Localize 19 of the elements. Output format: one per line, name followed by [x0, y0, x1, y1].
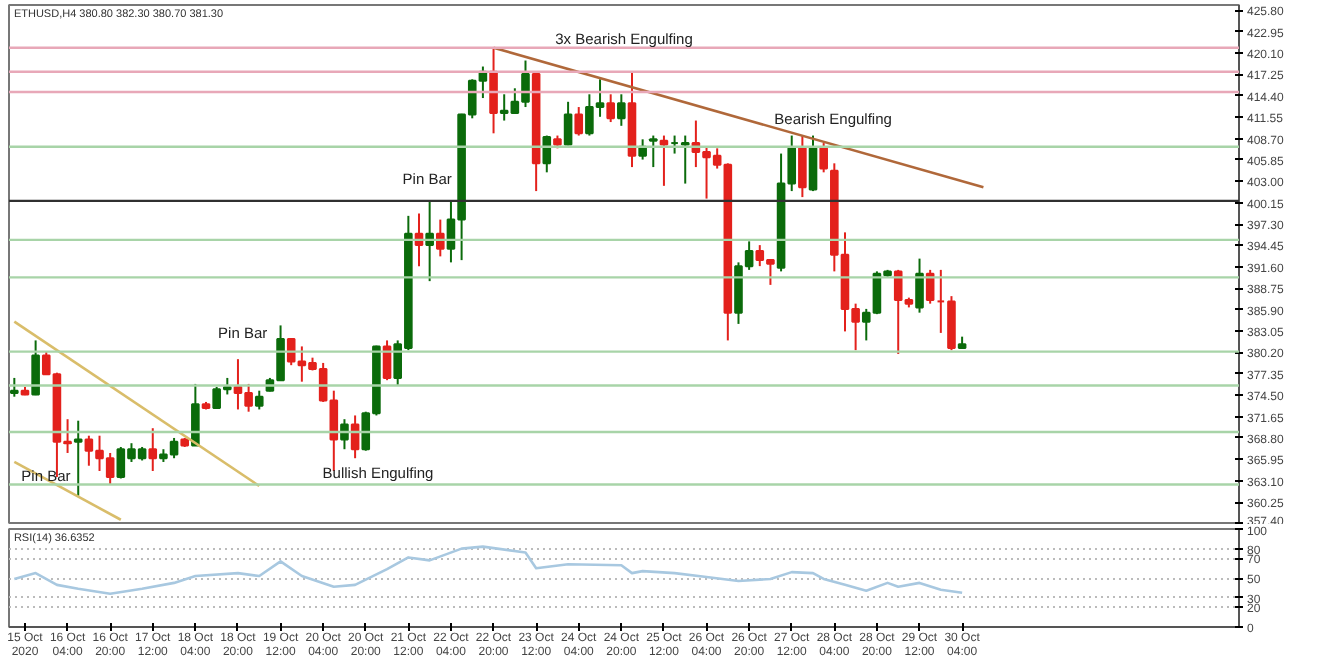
- candlestick: [659, 134, 669, 187]
- candlestick: [798, 134, 807, 199]
- line-series: [13, 545, 964, 595]
- candlestick: [191, 382, 200, 447]
- candlestick: [648, 134, 658, 169]
- candlestick: [606, 93, 615, 124]
- candlestick: [617, 93, 626, 127]
- candlestick: [73, 419, 83, 497]
- candlestick: [10, 376, 19, 398]
- candlestick: [915, 257, 924, 314]
- candlestick: [819, 142, 828, 174]
- candlestick: [563, 100, 573, 147]
- candlestick: [808, 134, 818, 193]
- candlestick: [148, 427, 158, 472]
- candlestick: [574, 106, 584, 137]
- candlestick: [254, 389, 264, 411]
- candlestick: [340, 418, 349, 451]
- candlestick: [489, 46, 498, 135]
- candlestick: [31, 339, 40, 397]
